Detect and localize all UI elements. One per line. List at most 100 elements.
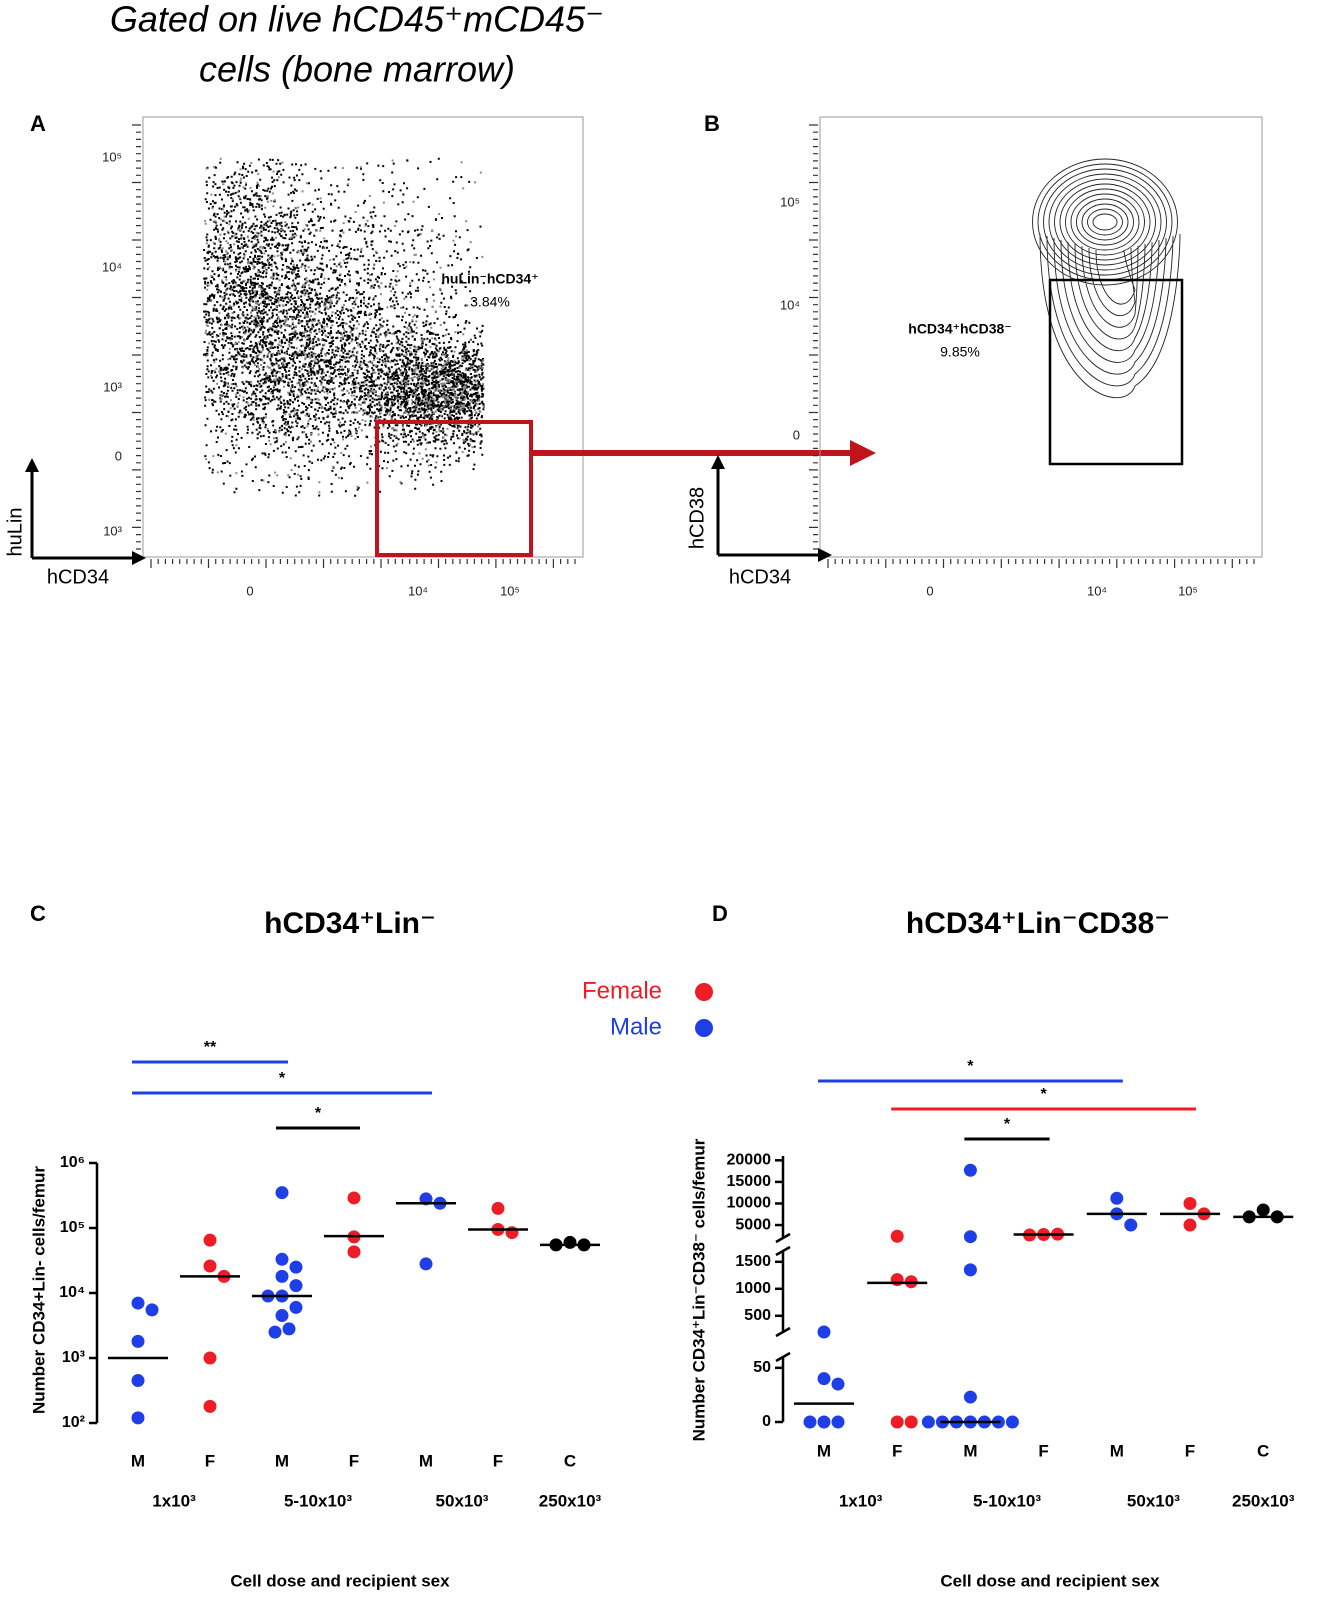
panel-label: A (30, 111, 46, 136)
contour-lines (1032, 158, 1181, 399)
axis-minor-ticks (809, 124, 1255, 568)
panel-label: C (30, 901, 46, 926)
legend-text: Female (582, 977, 662, 1004)
y-tick-label: 1000 (735, 1280, 771, 1297)
data-point (890, 1273, 904, 1287)
chart-title: hCD34⁺Lin⁻ (264, 907, 436, 940)
axis-break (775, 1245, 791, 1257)
x-tick-label: 0 (926, 583, 933, 598)
data-point (803, 1415, 817, 1429)
data-point (831, 1415, 845, 1429)
gate (375, 420, 533, 557)
data-point (131, 1411, 145, 1425)
y-axis-label: Number CD34⁺Lin⁻CD38⁻ cells/femur (689, 1138, 708, 1441)
x-tick-label: F (493, 1451, 503, 1470)
chart-title: hCD34⁺Lin⁻CD38⁻ (906, 907, 1170, 940)
x-tick-label: 10⁵ (500, 583, 520, 598)
axis-arrow (716, 465, 822, 557)
y-axis-label: huLin (4, 508, 26, 557)
data-point (963, 1163, 977, 1177)
event-cloud (203, 157, 485, 497)
x-tick-label: M (1110, 1441, 1124, 1460)
data-point (131, 1334, 145, 1348)
data-point (817, 1325, 831, 1339)
significance-label: * (279, 1070, 286, 1087)
data-point (268, 1325, 282, 1339)
data-point (904, 1415, 918, 1429)
data-point (1110, 1191, 1124, 1205)
significance-label: * (315, 1105, 322, 1122)
data-point (203, 1399, 217, 1413)
data-point (419, 1257, 433, 1271)
plot-frame (142, 116, 584, 558)
data-point (1005, 1415, 1019, 1429)
data-point (831, 1377, 845, 1391)
significance-label: * (1004, 1116, 1011, 1133)
axis-break (775, 1351, 791, 1363)
event-cloud-faint (204, 157, 485, 494)
data-point (1256, 1203, 1270, 1217)
x-axis-label: hCD34 (47, 566, 109, 588)
data-point (131, 1296, 145, 1310)
y-tick-label: 5000 (735, 1216, 771, 1233)
y-axis-label: Number CD34+Lin- cells/femur (29, 1166, 48, 1414)
panel-label: D (712, 901, 728, 926)
y-tick-label: 10⁴ (59, 1284, 85, 1301)
group-label: 250x10³ (539, 1491, 602, 1510)
y-tick-label: 0 (115, 448, 122, 463)
group-label: 250x10³ (1232, 1491, 1295, 1510)
data-point (505, 1226, 519, 1240)
group-label: 1x10³ (152, 1491, 196, 1510)
gate-percent: 9.85% (940, 344, 980, 360)
data-point (921, 1415, 935, 1429)
y-tick-label: 10³ (103, 523, 122, 538)
x-tick-label: C (1257, 1441, 1269, 1460)
y-tick-label: 10³ (62, 1349, 85, 1366)
axis-break (775, 1232, 791, 1244)
data-point (817, 1415, 831, 1429)
data-point (963, 1230, 977, 1244)
axis-arrowhead (711, 455, 832, 562)
gate-percent: 3.84% (470, 294, 510, 310)
significance-label: * (967, 1058, 974, 1075)
y-axis-label: hCD38 (686, 487, 708, 549)
x-axis-label: Cell dose and recipient sex (230, 1571, 450, 1590)
group-label: 5-10x10³ (973, 1491, 1041, 1510)
group-label: 5-10x10³ (284, 1491, 352, 1510)
data-point (890, 1229, 904, 1243)
y-tick-label: 10⁵ (102, 149, 122, 164)
x-tick-label: 10⁴ (408, 583, 428, 598)
data-point (289, 1300, 303, 1314)
y-tick-label: 500 (744, 1307, 771, 1324)
group-label: 1x10³ (839, 1491, 883, 1510)
data-point (1124, 1218, 1138, 1232)
data-point (1183, 1196, 1197, 1210)
legend-marker (695, 983, 713, 1001)
legend-marker (695, 1019, 713, 1037)
x-tick-label: F (892, 1441, 902, 1460)
data-point (963, 1390, 977, 1404)
data-point (347, 1245, 361, 1259)
legend-text: Male (610, 1013, 662, 1040)
axis-minor-ticks (132, 124, 576, 568)
y-tick-label: 10⁴ (780, 297, 800, 312)
significance-label: ** (204, 1039, 217, 1056)
panel-label: B (704, 111, 720, 136)
data-point (203, 1259, 217, 1273)
figure-title: Gated on live hCD45⁺mCD45⁻ (110, 0, 604, 40)
data-point (817, 1372, 831, 1386)
x-tick-label: M (817, 1441, 831, 1460)
y-tick-label: 15000 (727, 1173, 772, 1190)
y-tick-label: 10⁵ (60, 1219, 85, 1236)
x-axis-label: hCD34 (729, 566, 791, 588)
data-point (491, 1201, 505, 1215)
data-point (275, 1309, 289, 1323)
data-point (275, 1269, 289, 1283)
axis-break (775, 1326, 791, 1338)
data-point (203, 1233, 217, 1247)
y-tick-label: 10⁴ (102, 259, 122, 274)
gate-arrowhead (850, 440, 876, 466)
group-label: 50x10³ (436, 1491, 489, 1510)
data-point (203, 1351, 217, 1365)
gate-label: huLin⁻hCD34⁺ (441, 271, 538, 287)
